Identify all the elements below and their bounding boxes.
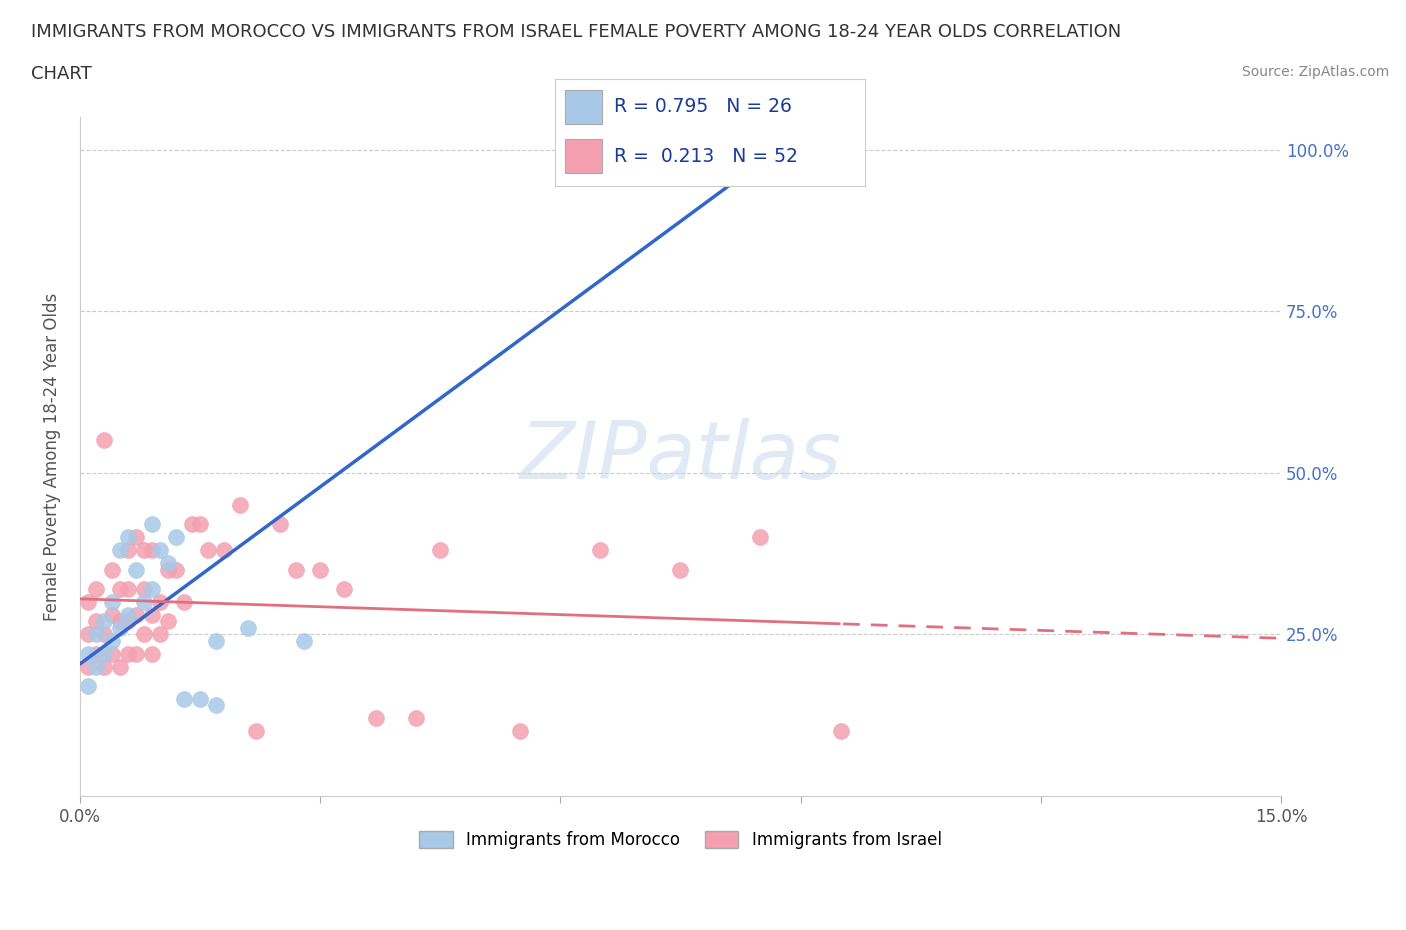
Point — [205, 633, 228, 648]
Point — [101, 633, 124, 648]
Point — [188, 517, 211, 532]
Point — [229, 498, 252, 512]
Point — [149, 627, 172, 642]
Point — [405, 711, 427, 725]
Point — [132, 581, 155, 596]
Point — [236, 620, 259, 635]
Point — [77, 594, 100, 609]
Point — [173, 594, 195, 609]
Point — [149, 594, 172, 609]
FancyBboxPatch shape — [565, 90, 602, 124]
Text: ZIPatlas: ZIPatlas — [519, 418, 841, 496]
Point — [156, 563, 179, 578]
Point — [749, 530, 772, 545]
Point — [292, 633, 315, 648]
Point — [132, 627, 155, 642]
Point — [212, 543, 235, 558]
Point — [77, 627, 100, 642]
Point — [366, 711, 388, 725]
Point — [84, 646, 107, 661]
Point — [93, 659, 115, 674]
FancyBboxPatch shape — [565, 139, 602, 173]
Point — [93, 627, 115, 642]
Text: Source: ZipAtlas.com: Source: ZipAtlas.com — [1241, 65, 1389, 79]
Point — [117, 646, 139, 661]
Point — [429, 543, 451, 558]
Point — [125, 563, 148, 578]
Point — [101, 563, 124, 578]
Point — [117, 581, 139, 596]
Legend: Immigrants from Morocco, Immigrants from Israel: Immigrants from Morocco, Immigrants from… — [412, 824, 948, 856]
Text: IMMIGRANTS FROM MOROCCO VS IMMIGRANTS FROM ISRAEL FEMALE POVERTY AMONG 18-24 YEA: IMMIGRANTS FROM MOROCCO VS IMMIGRANTS FR… — [31, 23, 1121, 41]
Point — [589, 142, 612, 157]
Point — [149, 543, 172, 558]
Point — [165, 530, 187, 545]
Point — [117, 607, 139, 622]
Point — [165, 563, 187, 578]
Point — [108, 581, 131, 596]
Text: R =  0.213   N = 52: R = 0.213 N = 52 — [614, 147, 799, 166]
Point — [93, 433, 115, 448]
Point — [125, 607, 148, 622]
Point — [269, 517, 291, 532]
Point — [93, 614, 115, 629]
Point — [77, 659, 100, 674]
Point — [141, 543, 163, 558]
Point — [101, 594, 124, 609]
Point — [77, 679, 100, 694]
Point — [108, 543, 131, 558]
Y-axis label: Female Poverty Among 18-24 Year Olds: Female Poverty Among 18-24 Year Olds — [44, 293, 60, 620]
Point — [197, 543, 219, 558]
Point — [125, 530, 148, 545]
Point — [181, 517, 204, 532]
Point — [156, 556, 179, 571]
Point — [132, 543, 155, 558]
Point — [84, 627, 107, 642]
Point — [141, 646, 163, 661]
Point — [108, 659, 131, 674]
Point — [101, 646, 124, 661]
Point — [117, 530, 139, 545]
Point — [156, 614, 179, 629]
Point — [173, 692, 195, 707]
Point — [589, 543, 612, 558]
Point — [84, 614, 107, 629]
Point — [509, 724, 531, 738]
Point — [245, 724, 267, 738]
Point — [333, 581, 356, 596]
Point — [108, 620, 131, 635]
Point — [141, 581, 163, 596]
Text: R = 0.795   N = 26: R = 0.795 N = 26 — [614, 98, 792, 116]
Point — [84, 581, 107, 596]
Point — [117, 614, 139, 629]
Point — [77, 646, 100, 661]
Point — [108, 614, 131, 629]
Point — [205, 698, 228, 713]
Text: CHART: CHART — [31, 65, 91, 83]
Point — [93, 646, 115, 661]
Point — [125, 646, 148, 661]
Point — [669, 563, 692, 578]
Point — [830, 724, 852, 738]
Point — [132, 594, 155, 609]
Point — [309, 563, 332, 578]
Point — [84, 659, 107, 674]
Point — [101, 607, 124, 622]
Point — [141, 517, 163, 532]
Point — [188, 692, 211, 707]
Point — [285, 563, 308, 578]
Point — [141, 607, 163, 622]
Point — [117, 543, 139, 558]
